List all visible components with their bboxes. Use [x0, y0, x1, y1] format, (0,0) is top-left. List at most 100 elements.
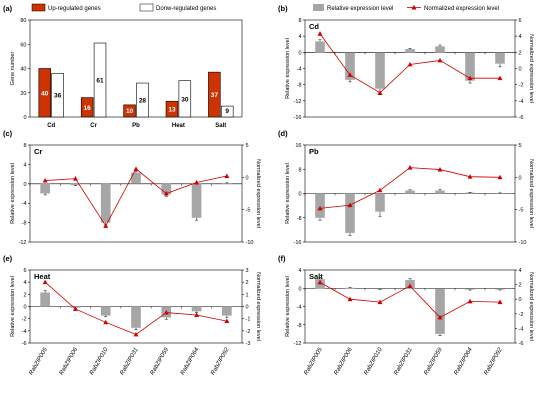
y-axis-left-label-f: Relative expression level	[285, 276, 291, 337]
normalized-point-b-RabZIP059	[437, 57, 443, 63]
normalized-point-f-RabZIP064	[467, 298, 473, 304]
bar-c-RabZIP010	[100, 183, 111, 223]
bar-c-RabZIP059	[161, 183, 172, 195]
y-axis-right-label-e: Normalized expression level	[255, 272, 261, 341]
ytick-right-label-b: 6	[519, 18, 522, 24]
ytick-left-label-b: -16	[294, 115, 302, 121]
normalized-point-c-RabZIP006	[72, 176, 78, 181]
normalized-point-f-RabZIP006	[347, 296, 353, 302]
panel-label-a: (a)	[3, 4, 13, 13]
bar-b-RabZIP010	[375, 52, 385, 89]
data-label-down-Cr: 61	[96, 78, 104, 85]
ytick-right-label-d: -10	[519, 240, 527, 246]
ytick-left-label-b: 4	[298, 34, 301, 40]
bar-down-Salt	[221, 105, 234, 118]
ytick-right-label-f: -2	[519, 312, 524, 318]
ytick-right-label-b: 4	[519, 34, 522, 40]
panel-label-f: (f)	[278, 254, 286, 263]
ytick-right-label-c: -10	[246, 240, 254, 246]
ytick-left-label-e: -2	[22, 317, 27, 323]
ytick-right-label-f: -6	[519, 341, 524, 347]
normalized-point-b-RabZIP010	[377, 90, 383, 95]
data-label-down-Heat: 30	[181, 96, 189, 103]
bar-d-RabZIP059	[435, 190, 445, 194]
bar-d-RabZIP005	[315, 193, 325, 218]
data-label-down-Salt: 9	[225, 108, 229, 115]
bar-down-Cr	[93, 42, 107, 118]
ytick-right-label-e: -1	[246, 317, 251, 323]
ytick-left-label-d: 0	[298, 192, 301, 198]
category-label-e-RabZIP006: RabZIP006	[59, 346, 80, 376]
normalized-point-f-RabZIP005	[317, 279, 323, 285]
normalized-point-c-RabZIP010	[103, 223, 109, 228]
category-label-Heat: Heat	[172, 123, 185, 129]
ytick-right-label-b: -2	[519, 83, 524, 89]
bar-b-RabZIP064	[465, 52, 475, 81]
legend-swatch-relative	[313, 4, 324, 11]
y-axis-left-label-e: Relative expression level	[10, 276, 16, 337]
ytick-label-a: 20	[20, 91, 26, 97]
ytick-left-label-f: -4	[297, 305, 302, 311]
bar-f-RabZIP059	[435, 288, 445, 334]
category-label-f-RabZIP064: RabZIP064	[453, 346, 474, 376]
ytick-left-label-c: -8	[22, 221, 27, 227]
data-label-up-Pb: 10	[126, 108, 134, 115]
ytick-right-label-e: 2	[246, 280, 249, 286]
normalized-point-e-RabZIP006	[72, 306, 78, 311]
y-axis-right-label-f: Normalized expression level	[528, 272, 534, 341]
category-label-f-RabZIP006: RabZIP006	[333, 346, 354, 376]
bar-d-RabZIP006	[345, 193, 355, 233]
legend-label-down: Donw-regulated genes	[156, 6, 216, 12]
ytick-right-label-f: 2	[519, 283, 522, 289]
normalized-point-e-RabZIP031	[133, 331, 139, 337]
ytick-left-label-e: -4	[22, 329, 27, 335]
bar-b-RabZIP092	[495, 52, 505, 64]
ytick-left-label-c: 0	[23, 182, 26, 188]
panel-title-e: Heat	[34, 272, 51, 281]
category-label-f-RabZIP059: RabZIP059	[423, 346, 444, 376]
bar-b-RabZIP031	[405, 49, 415, 53]
ytick-left-label-b: -8	[297, 83, 302, 89]
normalized-point-e-RabZIP010	[103, 319, 109, 325]
y-axis-right-label-b: Normalized expression level	[528, 34, 534, 103]
ytick-right-label-d: -5	[519, 208, 524, 214]
ytick-right-label-d: 0	[519, 175, 522, 181]
bar-up-Pb	[123, 104, 136, 118]
normalized-point-c-RabZIP031	[133, 166, 139, 171]
normalized-point-d-RabZIP092	[497, 174, 503, 180]
category-label-f-RabZIP005: RabZIP005	[303, 346, 324, 376]
data-label-up-Heat: 13	[168, 107, 176, 114]
panel-label-e: (e)	[3, 254, 13, 263]
normalized-point-d-RabZIP059	[437, 166, 443, 172]
panel-title-c: Cr	[34, 147, 42, 156]
ytick-left-label-e: 4	[23, 280, 26, 286]
ytick-label-a: 80	[20, 18, 26, 24]
y-axis-left-label-d: Relative expression level	[285, 163, 291, 224]
panel-title-b: Cd	[309, 22, 319, 31]
ytick-right-label-f: -4	[519, 326, 524, 332]
ytick-label-a: 0	[23, 115, 26, 121]
bar-f-RabZIP092	[495, 288, 505, 290]
legend-label-normalized: Normalized expression level	[424, 6, 499, 12]
bar-c-RabZIP006	[70, 183, 81, 186]
data-label-down-Pb: 28	[139, 98, 147, 105]
y-axis-right-label-c: Normalized expression level	[255, 159, 261, 228]
normalized-point-e-RabZIP005	[42, 279, 48, 285]
normalized-point-b-RabZIP092	[497, 75, 503, 81]
legend-label-relative: Relative expression level	[327, 6, 393, 12]
bar-c-RabZIP005	[40, 183, 50, 194]
ytick-right-label-b: 0	[519, 67, 522, 73]
ytick-left-label-f: 0	[298, 286, 301, 292]
normalized-point-c-RabZIP059	[163, 190, 169, 196]
category-label-Pb: Pb	[132, 123, 140, 129]
bar-f-RabZIP010	[375, 288, 385, 290]
ytick-left-label-c: 4	[23, 162, 26, 168]
normalized-point-f-RabZIP031	[407, 283, 413, 289]
normalized-point-d-RabZIP031	[407, 165, 413, 170]
ytick-left-label-b: 8	[298, 18, 301, 24]
panel-title-f: Salt	[309, 272, 323, 281]
bar-c-RabZIP064	[191, 183, 202, 218]
ytick-right-label-b: -6	[519, 115, 524, 121]
normalized-point-b-RabZIP064	[467, 75, 473, 81]
